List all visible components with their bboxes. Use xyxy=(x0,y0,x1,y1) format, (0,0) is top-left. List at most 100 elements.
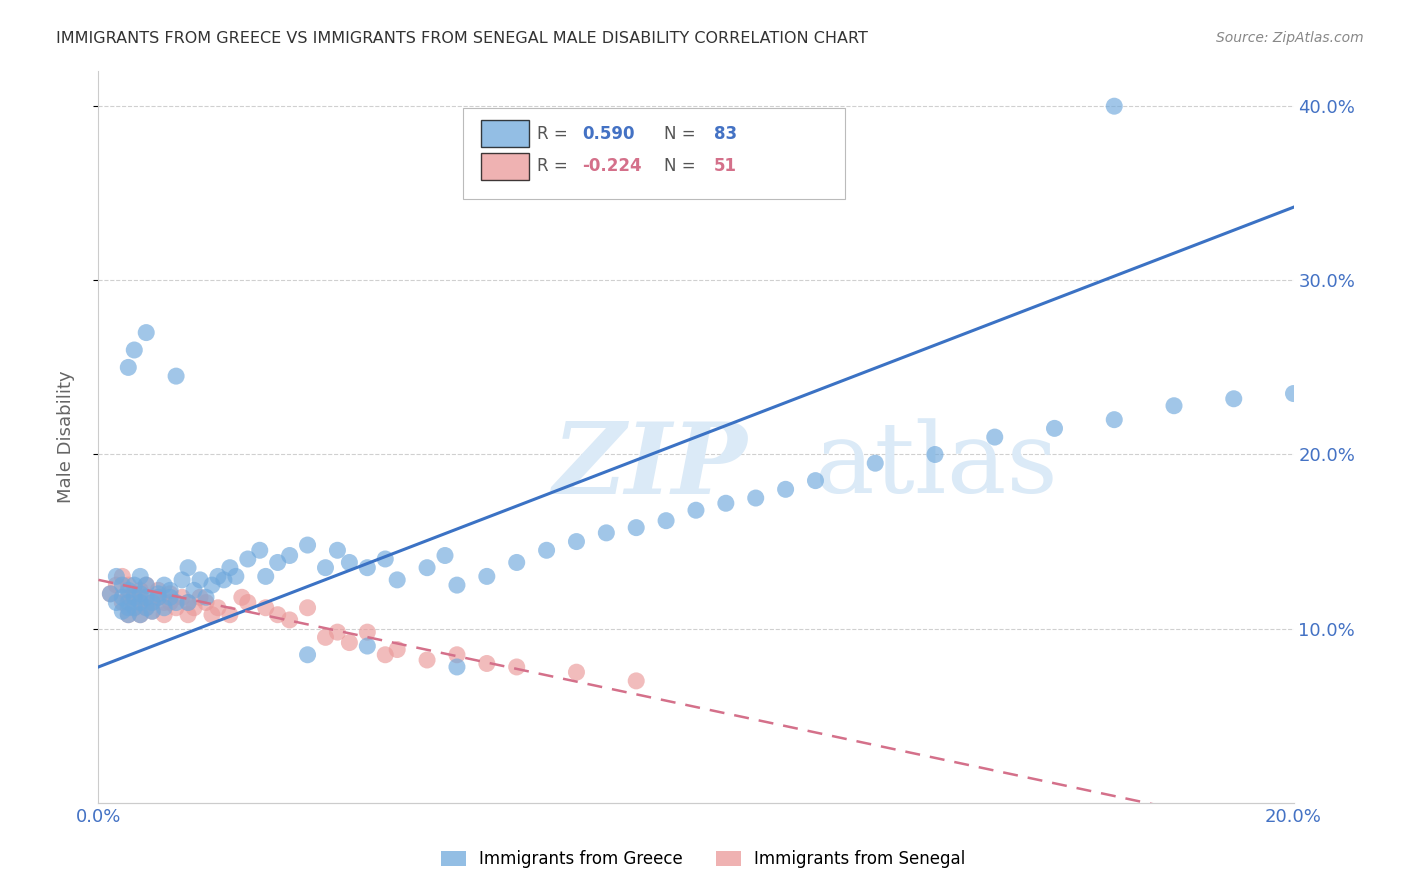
Point xyxy=(254,600,277,615)
Point xyxy=(195,595,218,609)
Point xyxy=(201,578,224,592)
Point xyxy=(177,595,200,609)
Point xyxy=(124,343,146,357)
Point xyxy=(148,591,170,605)
Point xyxy=(565,665,588,680)
Point xyxy=(153,600,176,615)
Point xyxy=(98,587,122,601)
FancyBboxPatch shape xyxy=(463,108,845,200)
Point xyxy=(111,591,134,605)
Point xyxy=(207,569,229,583)
Text: atlas: atlas xyxy=(815,418,1059,514)
Text: R =: R = xyxy=(537,125,574,143)
Point xyxy=(249,543,271,558)
Point xyxy=(339,556,361,570)
Point xyxy=(356,625,378,640)
Text: N =: N = xyxy=(664,125,700,143)
Point xyxy=(124,591,146,605)
Text: 51: 51 xyxy=(714,158,737,176)
Point xyxy=(129,583,152,598)
Point xyxy=(177,595,200,609)
Point xyxy=(212,573,235,587)
Point xyxy=(1223,392,1246,406)
Point xyxy=(924,448,946,462)
Point xyxy=(714,496,737,510)
Point xyxy=(124,600,146,615)
Point xyxy=(117,595,139,609)
Point xyxy=(385,642,409,657)
Point xyxy=(183,600,205,615)
Point xyxy=(148,591,170,605)
Point xyxy=(129,569,152,583)
Point xyxy=(165,369,187,384)
Point xyxy=(135,591,157,605)
Point xyxy=(141,595,163,609)
Point xyxy=(135,578,157,592)
Point xyxy=(141,595,163,609)
Point xyxy=(416,653,439,667)
Text: 83: 83 xyxy=(714,125,737,143)
Point xyxy=(297,538,319,552)
Point xyxy=(446,648,468,662)
Point xyxy=(297,648,319,662)
Point xyxy=(536,543,558,558)
Point xyxy=(685,503,707,517)
Point xyxy=(278,549,301,563)
Point xyxy=(1043,421,1066,435)
Point xyxy=(117,583,139,598)
Point xyxy=(129,595,152,609)
Point xyxy=(626,673,648,688)
Point xyxy=(297,600,319,615)
Point xyxy=(804,474,827,488)
Point xyxy=(188,573,211,587)
Point xyxy=(254,569,277,583)
Point xyxy=(159,595,181,609)
Point xyxy=(565,534,588,549)
Text: Source: ZipAtlas.com: Source: ZipAtlas.com xyxy=(1216,31,1364,45)
Point xyxy=(475,657,498,671)
Point xyxy=(129,595,152,609)
Point xyxy=(159,583,181,598)
Point xyxy=(135,591,157,605)
Point xyxy=(105,569,128,583)
Point xyxy=(135,326,157,340)
Point xyxy=(374,648,396,662)
Point xyxy=(315,631,337,645)
Point xyxy=(356,639,378,653)
Point xyxy=(165,595,187,609)
Point xyxy=(315,560,337,574)
Point xyxy=(446,660,468,674)
Point xyxy=(1104,99,1126,113)
Point xyxy=(267,556,290,570)
Point xyxy=(267,607,290,622)
Point xyxy=(626,521,648,535)
Point xyxy=(374,552,396,566)
Point xyxy=(124,578,146,592)
Point xyxy=(475,569,498,583)
Point xyxy=(236,595,259,609)
Point xyxy=(148,583,170,598)
Point xyxy=(1282,386,1305,401)
Point xyxy=(326,625,349,640)
Point xyxy=(111,578,134,592)
Point xyxy=(172,591,194,605)
Point xyxy=(655,514,678,528)
Point xyxy=(117,591,139,605)
Point xyxy=(219,607,242,622)
Point xyxy=(153,595,176,609)
Point xyxy=(105,595,128,609)
Point xyxy=(117,607,139,622)
Point xyxy=(135,600,157,615)
Point xyxy=(416,560,439,574)
Point xyxy=(111,595,134,609)
Point xyxy=(195,591,218,605)
Point xyxy=(434,549,457,563)
Point xyxy=(446,578,468,592)
Point xyxy=(148,587,170,601)
Point xyxy=(183,583,205,598)
Point xyxy=(356,560,378,574)
Text: ZIP: ZIP xyxy=(553,418,748,515)
Point xyxy=(153,607,176,622)
Point xyxy=(117,607,139,622)
Text: N =: N = xyxy=(664,158,700,176)
